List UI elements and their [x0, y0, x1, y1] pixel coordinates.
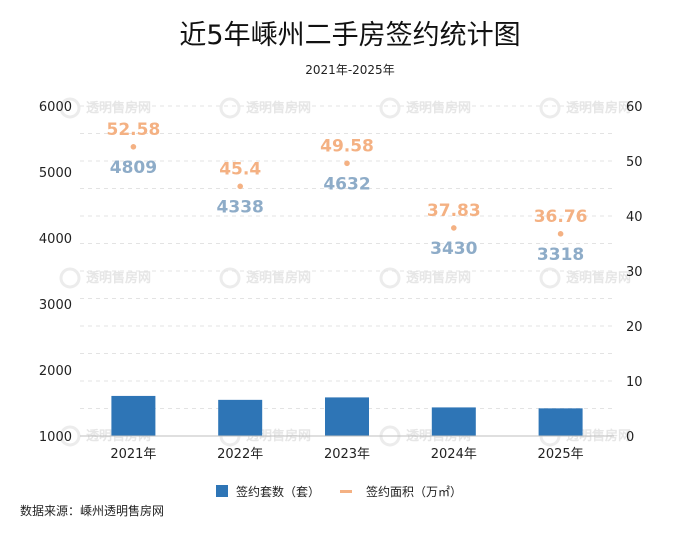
area-data-label: 52.58 — [107, 120, 161, 140]
point-2025年[interactable] — [557, 231, 564, 237]
y-right-tick-label: 20 — [626, 320, 643, 335]
bar-series — [111, 395, 583, 436]
scatter-series — [130, 144, 564, 237]
bar-2023年[interactable] — [325, 397, 369, 436]
point-2021年[interactable] — [130, 144, 137, 150]
count-data-label: 4338 — [217, 197, 264, 217]
y-left-tick-label: 6000 — [39, 100, 72, 115]
y-left-tick-label: 1000 — [39, 430, 72, 445]
watermark-logo-icon — [59, 425, 81, 447]
source-note: 数据来源：嵊州透明售房网 — [20, 503, 164, 518]
y-right-tick-label: 60 — [626, 100, 643, 115]
area-data-label: 45.4 — [219, 159, 261, 179]
x-axis: 2021年 2022年 2023年 2024年 2025年 — [110, 447, 583, 462]
watermark-text: 透明售房网 — [406, 100, 471, 116]
watermark-logo-icon — [59, 267, 81, 289]
area-data-label: 36.76 — [534, 207, 588, 227]
count-data-label: 4632 — [323, 174, 370, 194]
legend-item-bar[interactable]: 签约套数（套） — [216, 484, 320, 499]
watermark-logo-icon — [539, 267, 561, 289]
watermark-logo-icon — [219, 97, 241, 119]
area-data-label: 37.83 — [427, 201, 481, 221]
y-right-tick-label: 30 — [626, 265, 643, 280]
x-tick-label: 2021年 — [110, 447, 156, 462]
bar-2024年[interactable] — [431, 407, 476, 436]
legend: 签约套数（套） 签约面积（万㎡） — [216, 484, 462, 499]
count-data-label: 4809 — [110, 158, 157, 178]
legend-label-bar: 签约套数（套） — [236, 484, 320, 499]
chart-title: 近5年嵊州二手房签约统计图 — [179, 20, 520, 51]
data-labels: 52.58 4809 45.4 4338 49.58 4632 37.83 3430 36.76… — [107, 120, 588, 265]
legend-label-scatter: 签约面积（万㎡） — [366, 484, 462, 499]
y-left-tick-label: 4000 — [39, 232, 72, 247]
y-left-tick-label: 2000 — [39, 364, 72, 379]
watermark-text: 透明售房网 — [566, 270, 631, 286]
watermark-logo-icon — [379, 267, 401, 289]
y-left-tick-label: 3000 — [39, 298, 72, 313]
legend-item-scatter[interactable]: 签约面积（万㎡） — [340, 484, 462, 499]
watermark-logo-icon — [379, 97, 401, 119]
watermark-text: 透明售房网 — [86, 270, 151, 286]
y-left-tick-label: 5000 — [39, 166, 72, 181]
point-2024年[interactable] — [451, 225, 457, 231]
y-right-tick-label: 0 — [626, 430, 634, 445]
bar-2022年[interactable] — [218, 399, 263, 436]
bar-2021年[interactable] — [111, 395, 156, 436]
x-tick-label: 2025年 — [538, 447, 584, 462]
y-right-tick-label: 10 — [626, 375, 643, 390]
x-tick-label: 2024年 — [431, 447, 477, 462]
watermark-text: 透明售房网 — [86, 100, 151, 116]
watermark-logo-icon — [59, 97, 81, 119]
count-data-label: 3318 — [537, 245, 584, 265]
watermark-logo-icon — [539, 97, 561, 119]
y-right-tick-label: 40 — [626, 210, 643, 225]
watermark-text: 透明售房网 — [246, 100, 311, 116]
watermark-text: 透明售房网 — [406, 270, 471, 286]
y-right-tick-label: 50 — [626, 155, 643, 170]
bar-2025年[interactable] — [538, 408, 583, 436]
legend-swatch-bar — [216, 485, 228, 497]
legend-swatch-scatter — [340, 490, 352, 493]
watermark-text: 透明售房网 — [566, 100, 631, 116]
chart-subtitle: 2021年-2025年 — [305, 63, 394, 77]
y-axis-right: 0 10 20 30 40 50 60 — [626, 100, 643, 445]
point-2023年[interactable] — [344, 160, 350, 167]
watermark-text: 透明售房网 — [246, 270, 311, 286]
y-axis-left: 1000 2000 3000 4000 5000 6000 — [39, 100, 72, 445]
watermark-logo-icon — [219, 267, 241, 289]
x-tick-label: 2023年 — [324, 447, 370, 462]
x-tick-label: 2022年 — [217, 447, 263, 462]
area-data-label: 49.58 — [320, 136, 374, 156]
count-data-label: 3430 — [430, 239, 477, 259]
point-2022年[interactable] — [237, 183, 243, 190]
